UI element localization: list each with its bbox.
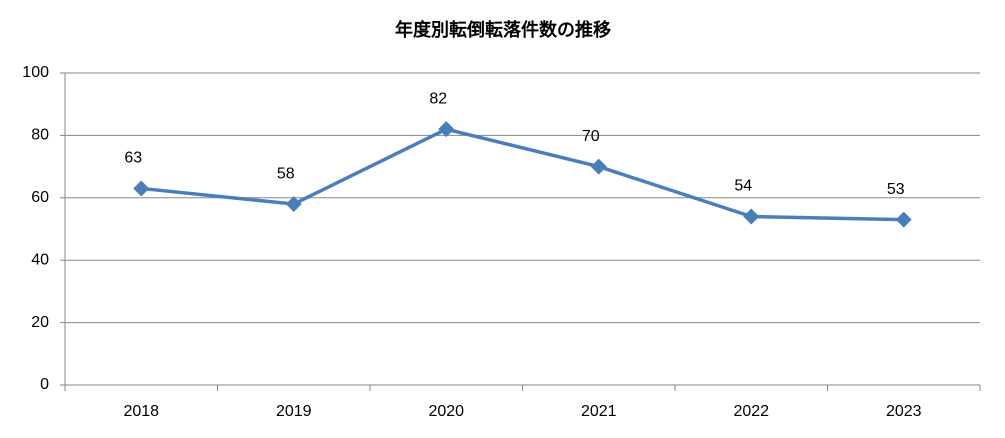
y-tick-label: 20 (31, 314, 49, 331)
marker (438, 121, 455, 138)
marker (133, 180, 150, 197)
x-tick-label: 2023 (886, 403, 922, 420)
y-tick-label: 0 (40, 376, 49, 393)
data-label: 63 (124, 150, 142, 167)
y-tick-label: 100 (22, 64, 49, 81)
data-label: 70 (582, 128, 600, 145)
marker (590, 158, 607, 175)
y-tick-label: 40 (31, 251, 49, 268)
y-tick-label: 80 (31, 127, 49, 144)
data-label: 58 (277, 165, 295, 182)
x-tick-label: 2019 (276, 403, 312, 420)
data-label: 54 (734, 178, 752, 195)
data-label: 53 (887, 181, 905, 198)
y-tick-label: 60 (31, 189, 49, 206)
data-label: 82 (429, 90, 447, 107)
marker (285, 196, 302, 213)
x-tick-label: 2021 (581, 403, 617, 420)
marker (895, 211, 912, 228)
x-tick-label: 2018 (123, 403, 159, 420)
chart-title: 年度別転倒転落件数の推移 (395, 19, 611, 40)
marker (743, 208, 760, 225)
x-tick-label: 2022 (733, 403, 769, 420)
line (141, 127, 904, 222)
x-tick-label: 2020 (428, 403, 464, 420)
